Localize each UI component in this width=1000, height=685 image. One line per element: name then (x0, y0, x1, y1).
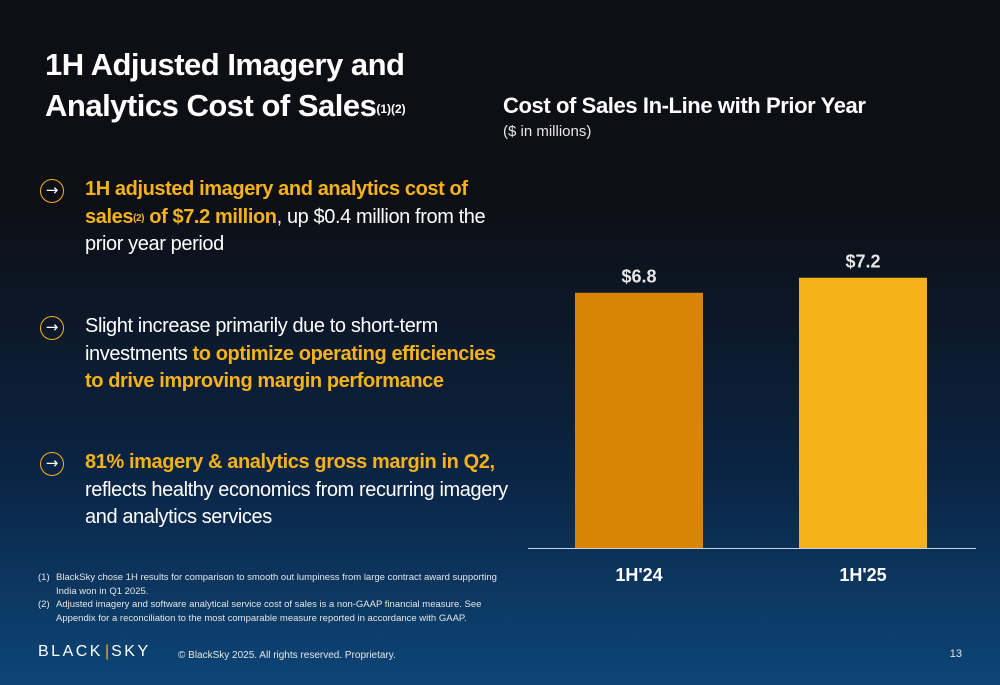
bullet-1-highlight-b: of $7.2 million (144, 205, 277, 228)
arrow-circle-icon: → (40, 316, 64, 340)
logo-divider: | (104, 643, 110, 660)
bullet-1-text: 1H adjusted imagery and analytics cost o… (85, 176, 510, 259)
chart-subtitle: ($ in millions) (503, 123, 592, 140)
bullet-1-rest: , up $0.4 million from the prior year pe… (85, 205, 486, 256)
logo-left: BLACK (38, 643, 103, 660)
slide-title-footnote-ref: (1)(2) (376, 102, 406, 116)
footnote-1-number: (1) (38, 572, 50, 583)
arrow-circle-icon: → (40, 179, 64, 203)
chart-title: Cost of Sales In-Line with Prior Year (503, 93, 866, 118)
bullet-3-rest: reflects healthy economics from recurrin… (85, 478, 508, 529)
logo-right: SKY (111, 643, 151, 660)
bar-2 (799, 277, 927, 548)
bullet-2-pre: Slight increase primarily due to short-t… (85, 315, 438, 365)
data-label-1: $6.8 (621, 267, 656, 287)
footnote-2-number: (2) (38, 599, 50, 610)
bullet-2-highlight: to optimize operating efficiencies to dr… (85, 342, 496, 393)
bullet-3-highlight: 81% imagery & analytics gross margin in … (85, 451, 495, 473)
footnote-2: (2) Adjusted imagery and software analyti… (38, 598, 518, 625)
footnote-2-text: Adjusted imagery and software analytical… (56, 599, 482, 624)
footnote-1-text: BlackSky chose 1H results for comparison… (56, 572, 497, 597)
category-label-1: 1H'24 (615, 565, 662, 585)
slide-title-line1: 1H Adjusted Imagery and (45, 47, 405, 82)
bullet-3-text: 81% imagery & analytics gross margin in … (85, 449, 510, 532)
page-number: 13 (949, 648, 962, 660)
bullet-1-footnote-ref: (2) (133, 212, 145, 224)
blacksky-logo: BLACK | SKY (38, 643, 151, 661)
slide-title-line2-wrap: Analytics Cost of Sales(1)(2) (45, 85, 485, 126)
slide-title: 1H Adjusted Imagery and Analytics Cost o… (45, 44, 485, 126)
footnotes: (1) BlackSky chose 1H results for compari… (38, 571, 518, 625)
footnote-1: (1) BlackSky chose 1H results for compari… (38, 571, 518, 598)
bar-1 (575, 292, 703, 548)
data-label-2: $7.2 (845, 252, 880, 272)
bullet-1-highlight-a: 1H adjusted imagery and analytics cost o… (85, 178, 468, 228)
category-label-2: 1H'25 (839, 565, 886, 585)
slide-title-line2: Analytics Cost of Sales (45, 88, 377, 123)
arrow-circle-icon: → (40, 452, 64, 476)
bullet-2-text: Slight increase primarily due to short-t… (85, 313, 510, 396)
copyright-text: © BlackSky 2025. All rights reserved. Pr… (178, 650, 396, 661)
